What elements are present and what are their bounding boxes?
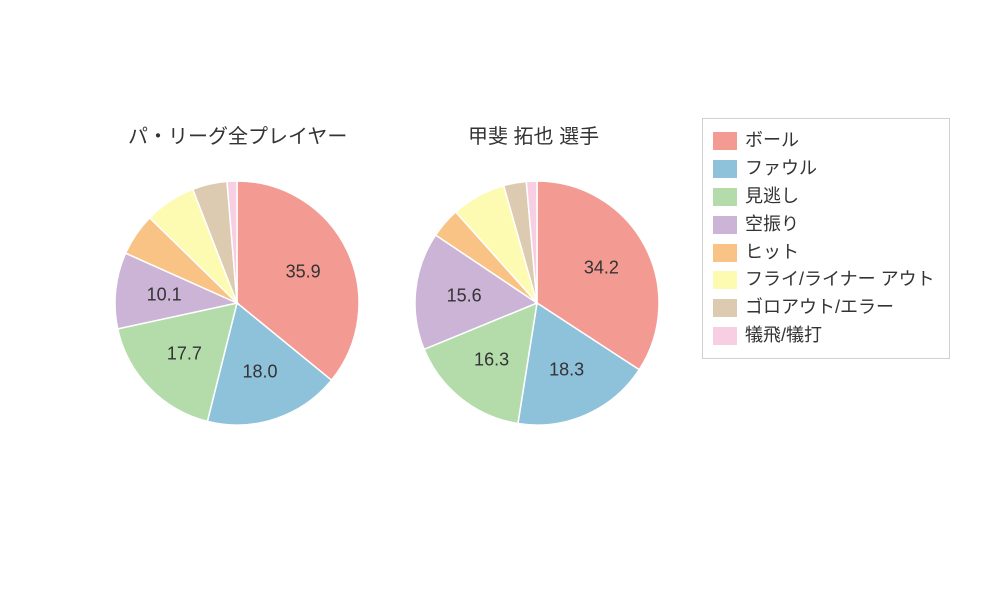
legend-item: ボール: [713, 127, 935, 155]
legend-swatch: [713, 244, 737, 262]
legend-label: 見逃し: [745, 183, 799, 211]
legend-label: ヒット: [745, 239, 799, 267]
legend-item: フライ/ライナー アウト: [713, 266, 935, 294]
pie-chart: [413, 179, 661, 427]
legend-label: ゴロアウト/エラー: [745, 294, 894, 322]
legend-swatch: [713, 299, 737, 317]
chart-stage: パ・リーグ全プレイヤー35.918.017.710.1甲斐 拓也 選手34.21…: [0, 0, 1000, 600]
pie-chart: [113, 179, 361, 427]
legend-item: ヒット: [713, 239, 935, 267]
legend-label: 空振り: [745, 211, 799, 239]
legend-item: 犠飛/犠打: [713, 322, 935, 350]
legend-item: 空振り: [713, 211, 935, 239]
legend-swatch: [713, 160, 737, 178]
legend-label: ボール: [745, 127, 799, 155]
legend-label: ファウル: [745, 155, 817, 183]
legend-swatch: [713, 327, 737, 345]
legend-item: ゴロアウト/エラー: [713, 294, 935, 322]
legend-swatch: [713, 271, 737, 289]
pie-title: パ・リーグ全プレイヤー: [128, 120, 347, 149]
pie-title: 甲斐 拓也 選手: [468, 120, 599, 149]
legend-item: ファウル: [713, 155, 935, 183]
legend-item: 見逃し: [713, 183, 935, 211]
legend-label: フライ/ライナー アウト: [745, 266, 935, 294]
legend: ボールファウル見逃し空振りヒットフライ/ライナー アウトゴロアウト/エラー犠飛/…: [702, 118, 950, 359]
legend-label: 犠飛/犠打: [745, 322, 822, 350]
legend-swatch: [713, 132, 737, 150]
legend-swatch: [713, 188, 737, 206]
legend-swatch: [713, 216, 737, 234]
